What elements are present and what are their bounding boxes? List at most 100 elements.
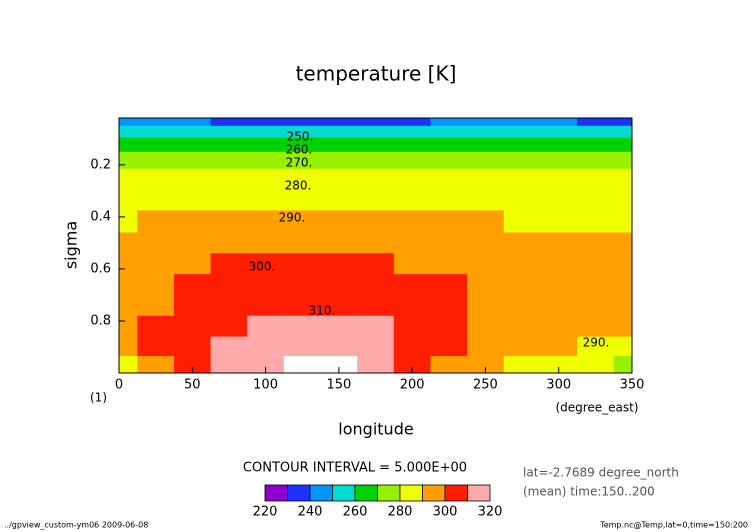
field-cell	[613, 188, 633, 211]
x-tick-label: 200	[400, 378, 425, 393]
footer-left: ../gpview_custom-ym06 2009-06-08	[4, 521, 148, 530]
contour-label: 250.	[287, 130, 314, 144]
field-cell	[137, 232, 175, 254]
field-cell	[613, 137, 633, 153]
field-cell	[467, 356, 505, 374]
field-cell	[119, 356, 138, 374]
field-cell	[137, 253, 175, 275]
field-cell	[503, 168, 541, 189]
field-cell	[393, 294, 431, 317]
field-cell	[503, 294, 541, 317]
field-cell	[119, 137, 138, 153]
field-cell	[613, 168, 633, 189]
field-cell	[283, 294, 322, 317]
field-cell	[320, 232, 358, 254]
y-tick-label: 0.8	[90, 313, 111, 328]
plot-frame	[118, 117, 633, 374]
field-cell	[137, 137, 175, 153]
field-cell	[173, 253, 212, 275]
contour-label: 260.	[286, 143, 313, 157]
field-cell	[173, 168, 212, 189]
field-cell	[119, 294, 138, 317]
field-cell	[173, 336, 212, 357]
colorbar-tick-label: 320	[478, 505, 503, 520]
field-cell	[540, 274, 578, 296]
field-cell	[467, 274, 505, 296]
field-cell	[393, 125, 431, 139]
field-cell	[393, 210, 431, 233]
field-cell	[210, 168, 248, 189]
field-cell	[137, 274, 175, 296]
field-cell	[577, 125, 615, 139]
colorbar-box	[264, 484, 288, 502]
field-cell	[137, 168, 175, 189]
field-cell	[503, 315, 541, 338]
field-cell	[137, 356, 175, 374]
field-cell	[503, 137, 541, 153]
field-cell	[137, 118, 175, 127]
field-cell	[247, 315, 285, 338]
field-cell	[283, 315, 322, 338]
field-cell	[393, 168, 431, 189]
field-cell	[467, 188, 505, 211]
field-cell	[577, 137, 615, 153]
field-cell	[540, 151, 578, 170]
field-cell	[283, 336, 322, 357]
field-cell	[173, 294, 212, 317]
field-cell	[247, 294, 285, 317]
field-cell	[247, 356, 285, 374]
field-cell	[320, 294, 358, 317]
x-tick-label: 50	[184, 378, 201, 393]
field-cell	[137, 294, 175, 317]
field-cell	[540, 125, 578, 139]
field-cell	[137, 210, 175, 233]
field-cell	[283, 137, 322, 153]
field-cell	[577, 188, 615, 211]
field-cell	[137, 336, 175, 357]
field-cell	[540, 232, 578, 254]
x-unit-label: (degree_east)	[555, 401, 638, 415]
field-cell	[393, 151, 431, 170]
field-cell	[577, 315, 615, 338]
field-cell	[430, 210, 468, 233]
field-cell	[137, 315, 175, 338]
field-cell	[119, 336, 138, 357]
field-cell	[577, 336, 615, 357]
field-cell	[357, 232, 395, 254]
field-cell	[540, 356, 578, 374]
field-cell	[503, 188, 541, 211]
field-cell	[430, 274, 468, 296]
x-tick-label: 100	[253, 378, 278, 393]
field-cell	[173, 125, 212, 139]
field-cell	[210, 125, 248, 139]
field-cell	[393, 356, 431, 374]
field-cell	[540, 336, 578, 357]
field-cell	[503, 118, 541, 127]
field-cell	[320, 210, 358, 233]
field-cell	[173, 274, 212, 296]
field-cell	[247, 253, 285, 275]
field-cell	[320, 168, 358, 189]
field-cell	[357, 188, 395, 211]
field-cell	[393, 232, 431, 254]
contour-label: 310.	[309, 304, 336, 318]
field-cell	[613, 294, 633, 317]
field-cell	[393, 137, 431, 153]
field-cell	[320, 356, 358, 374]
field-cell	[119, 274, 138, 296]
field-cell	[320, 151, 358, 170]
field-cell	[430, 118, 468, 127]
field-cell	[320, 118, 358, 127]
field-cell	[577, 118, 615, 127]
field-cell	[357, 168, 395, 189]
contour-label: 290.	[583, 336, 610, 350]
field-cell	[247, 274, 285, 296]
field-cell	[137, 125, 175, 139]
info-text: lat=-2.7689 degree_north	[523, 466, 679, 480]
chart-title: temperature [K]	[296, 62, 457, 86]
field-cell	[320, 315, 358, 338]
colorbar-tick-label: 260	[343, 505, 368, 520]
field-cell	[430, 315, 468, 338]
field-cell	[357, 137, 395, 153]
y-axis-label: sigma	[62, 221, 81, 269]
